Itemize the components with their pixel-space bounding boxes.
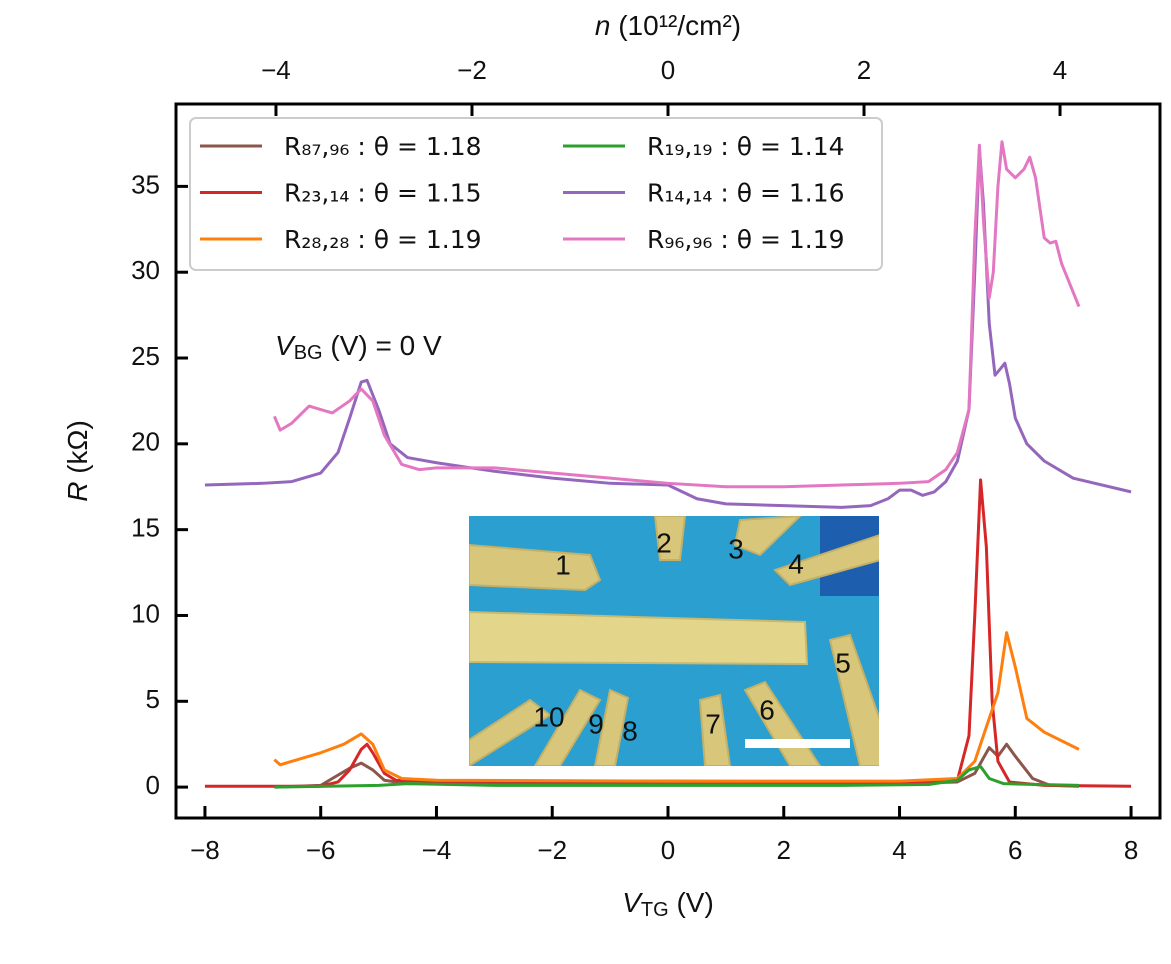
legend-label: R₁₉,₁₉ : θ = 1.14 [647,132,845,161]
x-axis-label: VTG (V) [622,887,714,921]
inset-label: 8 [622,715,638,746]
inset-label: 10 [533,701,564,732]
y-axis-label: R (kΩ) [62,420,93,502]
x2-tick-label: −4 [261,55,291,85]
x-tick-label: 4 [892,835,906,865]
inset-label: 5 [835,647,851,678]
x-tick-label: −6 [306,835,336,865]
series-line [204,147,1132,509]
x-tick-label: −4 [422,835,452,865]
y-tick-label: 20 [131,427,160,457]
x-tick-label: 8 [1124,835,1138,865]
y-tick-label: 30 [131,255,160,285]
scale-bar [745,739,850,748]
x-tick-label: 0 [661,835,675,865]
legend-label: R₁₄,₁₄ : θ = 1.16 [647,179,845,208]
inset-image: 1 2 3 4 5 6 7 8 9 10 [469,516,879,766]
y-tick-label: 10 [131,598,160,628]
y-tick-label: 5 [146,684,160,714]
inset-label: 4 [788,548,804,579]
series-line [273,631,1080,783]
inset-bar [469,610,809,666]
y-tick-label: 15 [131,513,160,543]
legend-label: R₂₃,₁₄ : θ = 1.15 [284,179,482,208]
y-tick-label: 25 [131,341,160,371]
x-tick-label: −8 [190,835,220,865]
annotation: VBG (V) = 0 V [275,330,442,364]
legend-box [189,117,883,271]
series-line [273,140,1081,489]
legend-label: R₉₆,₉₆ : θ = 1.19 [647,225,845,254]
x-tick-label: 6 [1008,835,1022,865]
inset-label: 9 [588,708,604,739]
y-tick-label: 0 [146,770,160,800]
x2-tick-label: 4 [1053,55,1067,85]
x2-tick-label: −2 [457,55,487,85]
legend-label: R₂₈,₂₈ : θ = 1.19 [284,225,482,254]
plot-lines [204,140,1132,789]
legend-label: R₈₇,₉₆ : θ = 1.18 [284,132,482,161]
inset-label: 7 [705,708,721,739]
inset-label: 3 [728,533,744,564]
inset-label: 2 [656,527,672,558]
y-tick-label: 35 [131,169,160,199]
x-tick-label: −2 [537,835,567,865]
x2-tick-label: 2 [857,55,871,85]
x2-tick-label: 0 [661,55,675,85]
inset-label: 1 [555,549,571,580]
series-line [274,765,1079,789]
x-tick-label: 2 [777,835,791,865]
x2-axis-label: n (10¹²/cm²) [595,10,741,41]
inset-label: 6 [759,694,775,725]
inset-electrodes [469,516,879,766]
